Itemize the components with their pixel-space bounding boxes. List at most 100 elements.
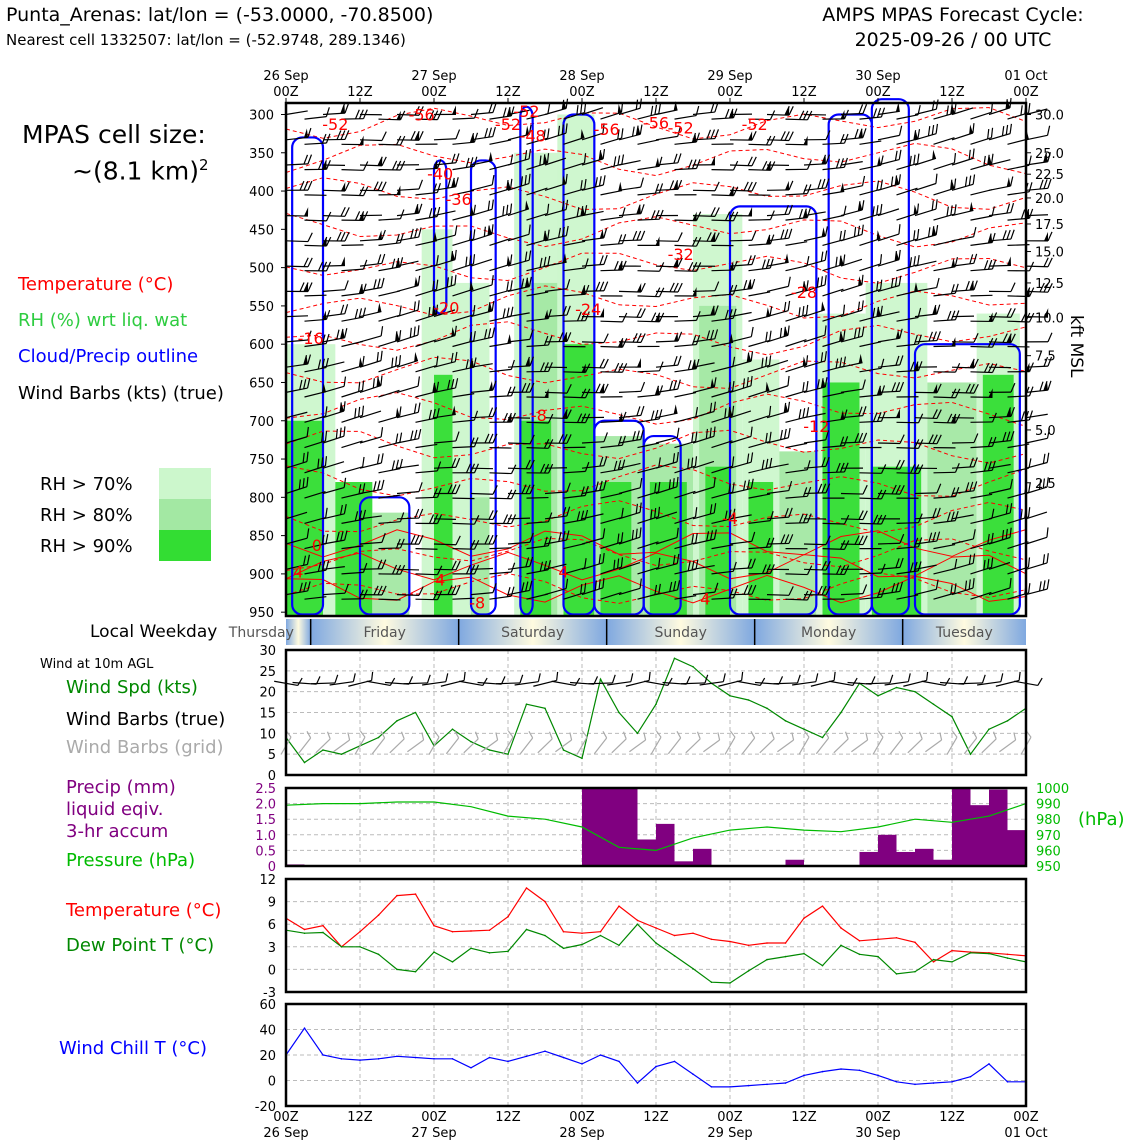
time-label-bottom-hour: 00Z — [865, 1110, 891, 1125]
wind-barb-flag — [565, 173, 568, 184]
wind-barb-flag — [602, 552, 605, 563]
wind-barb-flag — [492, 510, 498, 520]
true-wind-barb-staff — [551, 680, 576, 687]
wind-barb-flag — [706, 330, 711, 341]
wind-barb-flag — [399, 305, 402, 316]
wind-barb-flag — [473, 132, 479, 143]
wind-barb-flag — [562, 531, 566, 541]
y-tick-label: 0.5 — [255, 844, 276, 859]
wind-barb — [285, 554, 310, 570]
wind-barb-staff — [785, 573, 808, 576]
wind-barb-staff — [914, 492, 938, 495]
wind-barb-flag — [484, 433, 490, 444]
wind-barb-flag — [566, 482, 571, 493]
wind-barb — [285, 426, 309, 444]
wind-barb — [396, 568, 420, 571]
wind-barb-flag — [302, 555, 307, 566]
wind-barb-flag — [654, 584, 658, 595]
wind-barb-flag — [510, 106, 515, 117]
kft-tick-label: 7.5 — [1035, 350, 1056, 365]
wind-barb-flag — [694, 431, 698, 442]
wind-barb — [600, 411, 627, 423]
wind-barb — [433, 325, 457, 343]
wind-barb-flag — [640, 405, 645, 416]
wind-barb-flag — [620, 557, 624, 568]
wind-barb-flag — [603, 333, 609, 343]
grid-wind-barb-staff — [593, 737, 608, 755]
wind-barb-flag — [354, 308, 359, 319]
wind-barb-flag — [417, 325, 420, 336]
wind-barb-pennant — [340, 328, 345, 339]
true-wind-barb — [310, 674, 339, 685]
wind-barb-staff — [285, 436, 308, 444]
wind-barb-staff — [396, 464, 419, 469]
wind-barb — [470, 224, 494, 242]
wind-barb — [692, 503, 717, 520]
wind-barb-staff — [600, 517, 622, 524]
wind-barb — [452, 393, 475, 398]
wind-barb-flag — [506, 489, 513, 499]
true-wind-barb — [495, 674, 524, 685]
wind-barb — [322, 256, 346, 267]
wind-barb — [526, 104, 551, 120]
wind-barb-flag — [362, 456, 365, 467]
wind-barb-flag — [584, 178, 587, 189]
y-tick-label: 1.0 — [255, 829, 276, 844]
grid-wind-barb — [925, 732, 943, 753]
true-wind-barb — [865, 674, 894, 685]
wind-barb-flag — [336, 531, 340, 542]
wind-barb-flag — [506, 106, 511, 117]
wind-speed-line-point — [396, 720, 398, 722]
wind-chill-line-point — [451, 1058, 454, 1060]
wind-barb-flag — [344, 304, 349, 314]
grid-wind-barb-staff — [815, 737, 830, 755]
time-label-top-hour: 12Z — [939, 85, 965, 100]
wind-barb — [434, 484, 461, 495]
wind-barb-pennant — [673, 331, 678, 342]
wind-barb — [581, 123, 605, 141]
true-wind-barb — [829, 677, 858, 687]
wind-barb — [489, 586, 515, 600]
wind-barb-flag — [454, 225, 458, 236]
wind-barb-flag — [492, 534, 498, 545]
wind-barb-staff — [341, 571, 364, 575]
precip-bar — [637, 839, 656, 866]
wind-barb-staff — [415, 443, 438, 449]
wind-chill-line-point — [340, 1058, 343, 1060]
wind-barb — [600, 507, 624, 524]
wind-barb-flag — [469, 332, 473, 342]
pressure-tick-label: 750 — [249, 453, 274, 468]
precip-bar — [952, 788, 971, 866]
wind-barb-staff — [452, 117, 475, 120]
wind-chill-line-point — [932, 1082, 935, 1084]
true-wind-barb — [995, 671, 1021, 687]
wind-barb — [452, 132, 479, 145]
wind-barb — [396, 534, 424, 545]
wind-barb-staff — [637, 566, 659, 575]
wind-barb — [285, 282, 313, 293]
time-label-top-hour: 12Z — [347, 85, 373, 100]
wind-barb — [581, 577, 605, 596]
wind-barb-flag — [376, 454, 380, 465]
wind-barb-flag — [621, 435, 626, 446]
wind-barb-flag — [336, 231, 342, 242]
wind-barb-staff — [378, 290, 401, 297]
wind-chill-line-point — [840, 1068, 842, 1070]
wind-barb-flag — [451, 585, 457, 595]
wind-barb-flag — [547, 308, 552, 319]
wind-barb-flag — [650, 509, 653, 520]
wind-barb-flag — [428, 110, 435, 120]
wind-barb — [581, 175, 606, 191]
wind-barb-flag — [543, 439, 550, 449]
wind-barb — [378, 305, 402, 322]
wind-barb — [507, 434, 535, 445]
grid-wind-barb — [667, 730, 682, 755]
wind-barb-flag — [706, 129, 712, 140]
wind-barb-flag — [621, 363, 628, 373]
dewpoint-line-point — [507, 950, 509, 953]
wind-barb-flag — [613, 156, 617, 167]
wind-barb-flag — [562, 506, 567, 517]
temperature-line-point — [618, 905, 620, 907]
wind-barb-pennant — [488, 151, 493, 162]
wind-barb-flag — [391, 357, 394, 368]
